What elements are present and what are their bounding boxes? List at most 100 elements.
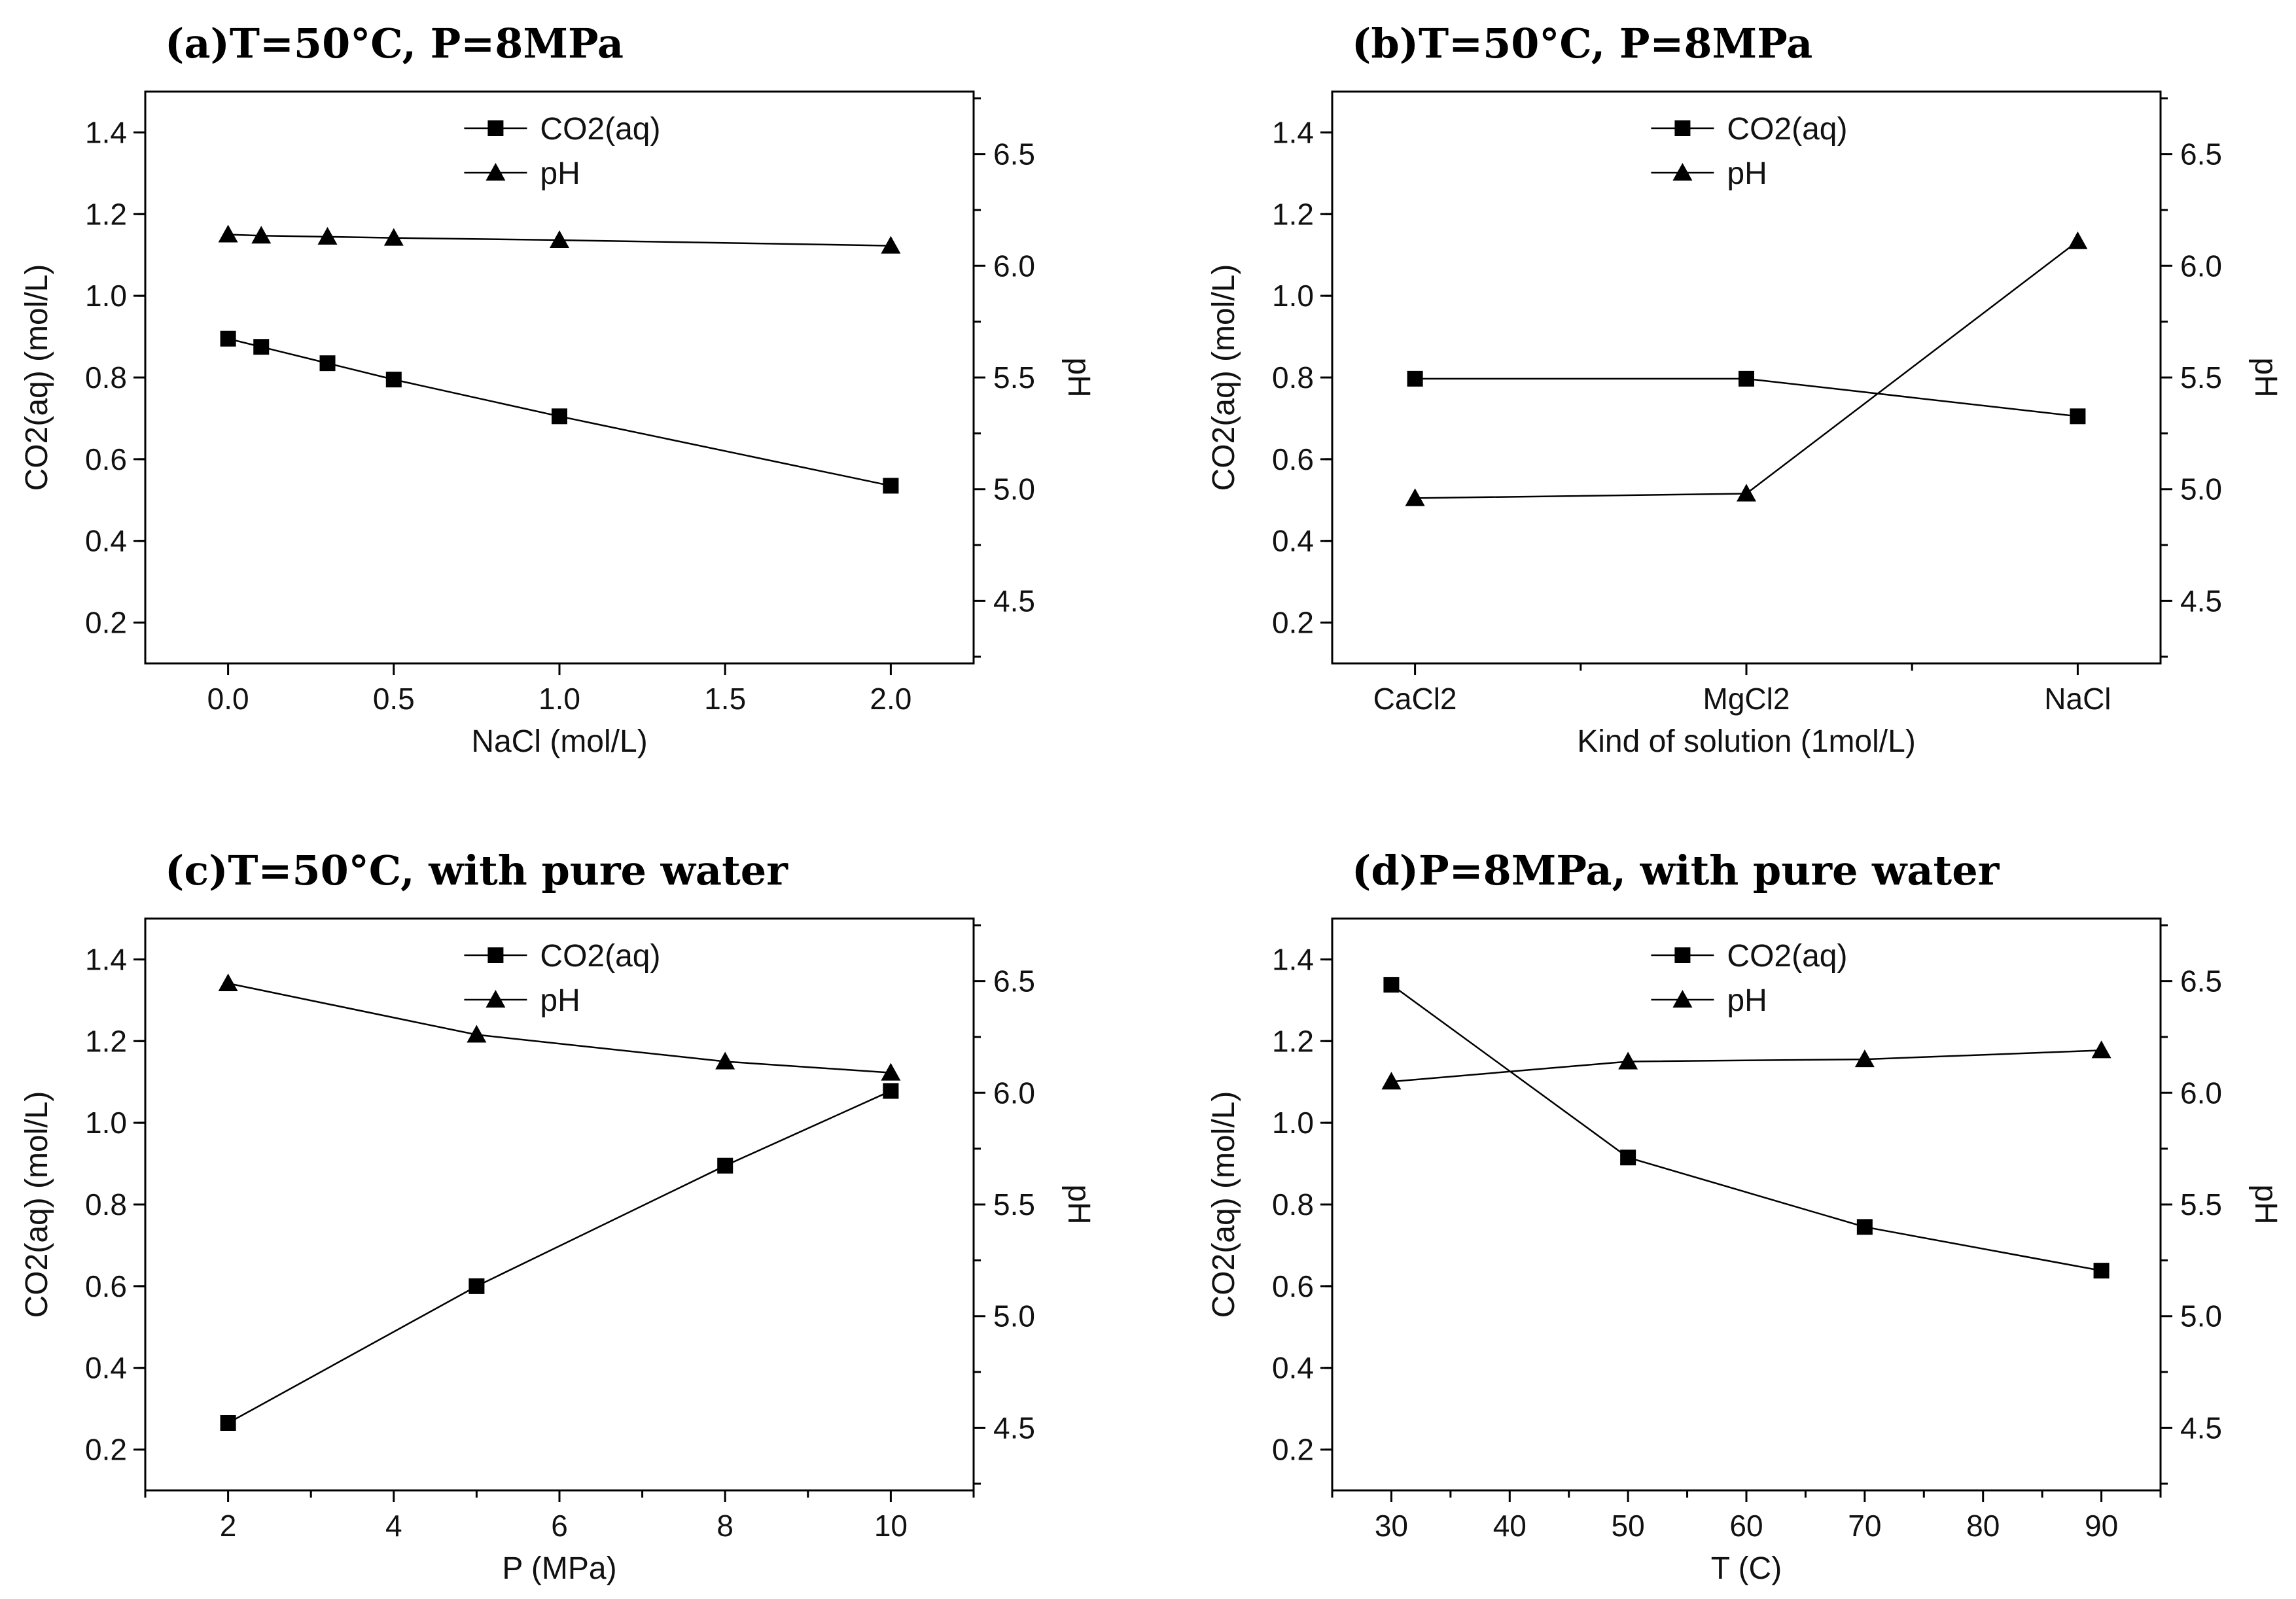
series-ph bbox=[218, 224, 901, 254]
y-tick-label: 1.4 bbox=[1272, 942, 1314, 976]
y2-tick-label: 5.0 bbox=[2180, 472, 2222, 506]
y-tick-label: 1.4 bbox=[85, 115, 127, 149]
data-point-square bbox=[552, 408, 567, 425]
x-tick-label: 70 bbox=[1848, 1509, 1881, 1543]
data-point-square bbox=[1856, 1219, 1873, 1235]
y-tick-label: 0.2 bbox=[85, 1433, 127, 1467]
data-point-square bbox=[1407, 370, 1423, 387]
x-tick-label: 1.0 bbox=[539, 682, 580, 716]
y2-axis-label: pH bbox=[2248, 1184, 2283, 1224]
x-tick-label: 60 bbox=[1729, 1509, 1763, 1543]
y2-tick-label: 4.5 bbox=[2180, 584, 2222, 618]
chart-panel-c: (c)T=50°C, with pure water 2 4 6 8 10 0.2 0.4 0.… bbox=[20, 847, 1096, 1586]
y-tick-label: 0.6 bbox=[1272, 442, 1314, 476]
data-point-square bbox=[220, 1414, 236, 1431]
legend-label: pH bbox=[1727, 156, 1767, 191]
y2-tick-label: 5.5 bbox=[2180, 1187, 2222, 1221]
x-tick-label: 1.5 bbox=[704, 682, 746, 716]
chart-panel-b: (b)T=50°C, P=8MPa CaCl2 MgCl2 NaCl 0.2 0.4 0.6… bbox=[1207, 20, 2283, 759]
data-point-triangle bbox=[1737, 483, 1756, 502]
legend-marker-triangle bbox=[486, 163, 506, 181]
y-tick-label: 0.6 bbox=[85, 1269, 127, 1303]
legend-label: pH bbox=[1727, 983, 1767, 1018]
data-point-triangle bbox=[881, 1063, 901, 1081]
x-tick-label: 10 bbox=[874, 1509, 908, 1543]
legend-marker-triangle bbox=[1672, 990, 1693, 1008]
legend-label: pH bbox=[540, 983, 580, 1018]
series-ph bbox=[1381, 1040, 2111, 1090]
y2-tick-label: 5.5 bbox=[993, 360, 1035, 395]
y-tick-label: 0.8 bbox=[85, 360, 127, 395]
data-point-square bbox=[1739, 370, 1754, 387]
data-point-triangle bbox=[383, 228, 404, 246]
series-line bbox=[1390, 984, 2102, 1272]
y2-tick-label: 4.5 bbox=[993, 584, 1035, 618]
legend-marker-square bbox=[1674, 120, 1691, 136]
y-tick-label: 1.2 bbox=[85, 1024, 127, 1058]
y-tick-label: 0.8 bbox=[1272, 1187, 1314, 1221]
data-point-square bbox=[2070, 408, 2086, 425]
chart-panel-d: (d)P=8MPa, with pure water 30 40 50 60 70 80 90… bbox=[1207, 847, 2283, 1586]
y-axis-label: CO2(aq) (mol/L) bbox=[1207, 264, 1241, 491]
legend-label: CO2(aq) bbox=[540, 939, 660, 974]
series-line bbox=[1415, 240, 2079, 499]
y2-tick-label: 6.0 bbox=[993, 1076, 1035, 1110]
y2-tick-label: 5.5 bbox=[2180, 360, 2222, 395]
series-co2 bbox=[1407, 370, 2086, 425]
y-axis-label: CO2(aq) (mol/L) bbox=[20, 1091, 54, 1318]
x-tick-label: 50 bbox=[1612, 1509, 1645, 1543]
y-tick-label: 0.8 bbox=[1272, 360, 1314, 395]
y-tick-label: 1.2 bbox=[1272, 197, 1314, 231]
data-point-triangle bbox=[550, 230, 569, 249]
data-point-square bbox=[1620, 1150, 1636, 1166]
series-ph bbox=[1405, 231, 2088, 506]
data-point-triangle bbox=[317, 226, 338, 245]
y2-tick-label: 6.0 bbox=[2180, 249, 2222, 283]
x-tick-label: 90 bbox=[2085, 1509, 2118, 1543]
legend: CO2(aq) pH bbox=[464, 112, 660, 191]
data-point-triangle bbox=[1381, 1072, 1402, 1090]
data-point-square bbox=[883, 478, 899, 494]
y2-tick-label: 4.5 bbox=[993, 1411, 1035, 1445]
panel-title: (b)T=50°C, P=8MPa bbox=[1352, 20, 1812, 67]
y-tick-label: 1.2 bbox=[1272, 1024, 1314, 1058]
legend-marker-triangle bbox=[1672, 163, 1693, 181]
y2-axis-label: pH bbox=[1061, 357, 1096, 397]
series-co2 bbox=[220, 330, 899, 494]
y2-tick-label: 6.0 bbox=[2180, 1076, 2222, 1110]
x-tick-label: 4 bbox=[385, 1509, 402, 1543]
y2-tick-label: 5.0 bbox=[993, 472, 1035, 506]
y-tick-label: 0.8 bbox=[85, 1187, 127, 1221]
data-point-triangle bbox=[715, 1051, 735, 1070]
y-tick-label: 1.4 bbox=[85, 942, 127, 976]
series-line bbox=[228, 982, 891, 1074]
x-tick-label: 80 bbox=[1966, 1509, 2000, 1543]
x-axis-label: T (C) bbox=[1711, 1551, 1782, 1586]
data-point-triangle bbox=[251, 226, 272, 244]
y-tick-label: 0.6 bbox=[85, 442, 127, 476]
series-ph bbox=[218, 974, 901, 1081]
x-axis-label: P (MPa) bbox=[502, 1551, 616, 1586]
y-tick-label: 0.4 bbox=[85, 1351, 127, 1385]
series-co2 bbox=[1383, 977, 2110, 1279]
legend: CO2(aq) pH bbox=[1651, 939, 1847, 1018]
panel-title: (d)P=8MPa, with pure water bbox=[1352, 847, 2000, 894]
data-point-square bbox=[1383, 977, 1400, 993]
data-point-triangle bbox=[2091, 1040, 2111, 1059]
y-tick-label: 0.6 bbox=[1272, 1269, 1314, 1303]
y-tick-label: 0.4 bbox=[1272, 524, 1314, 558]
legend-label: CO2(aq) bbox=[540, 112, 660, 147]
y-tick-label: 1.0 bbox=[85, 1106, 127, 1140]
x-tick-label: 2 bbox=[220, 1509, 237, 1543]
y2-tick-label: 4.5 bbox=[2180, 1411, 2222, 1445]
chart-panel-a: (a)T=50°C, P=8MPa 0.0 0.5 1.0 1.5 2.0 0.2 0.4 0.… bbox=[20, 20, 1096, 759]
y2-tick-label: 5.0 bbox=[993, 1299, 1035, 1333]
x-tick-label: CaCl2 bbox=[1373, 682, 1457, 716]
x-tick-label: 8 bbox=[716, 1509, 733, 1543]
legend-marker-square bbox=[1674, 947, 1691, 963]
data-point-triangle bbox=[467, 1025, 487, 1043]
data-point-square bbox=[253, 339, 270, 355]
data-point-square bbox=[319, 355, 336, 372]
panel-title: (a)T=50°C, P=8MPa bbox=[165, 20, 624, 67]
